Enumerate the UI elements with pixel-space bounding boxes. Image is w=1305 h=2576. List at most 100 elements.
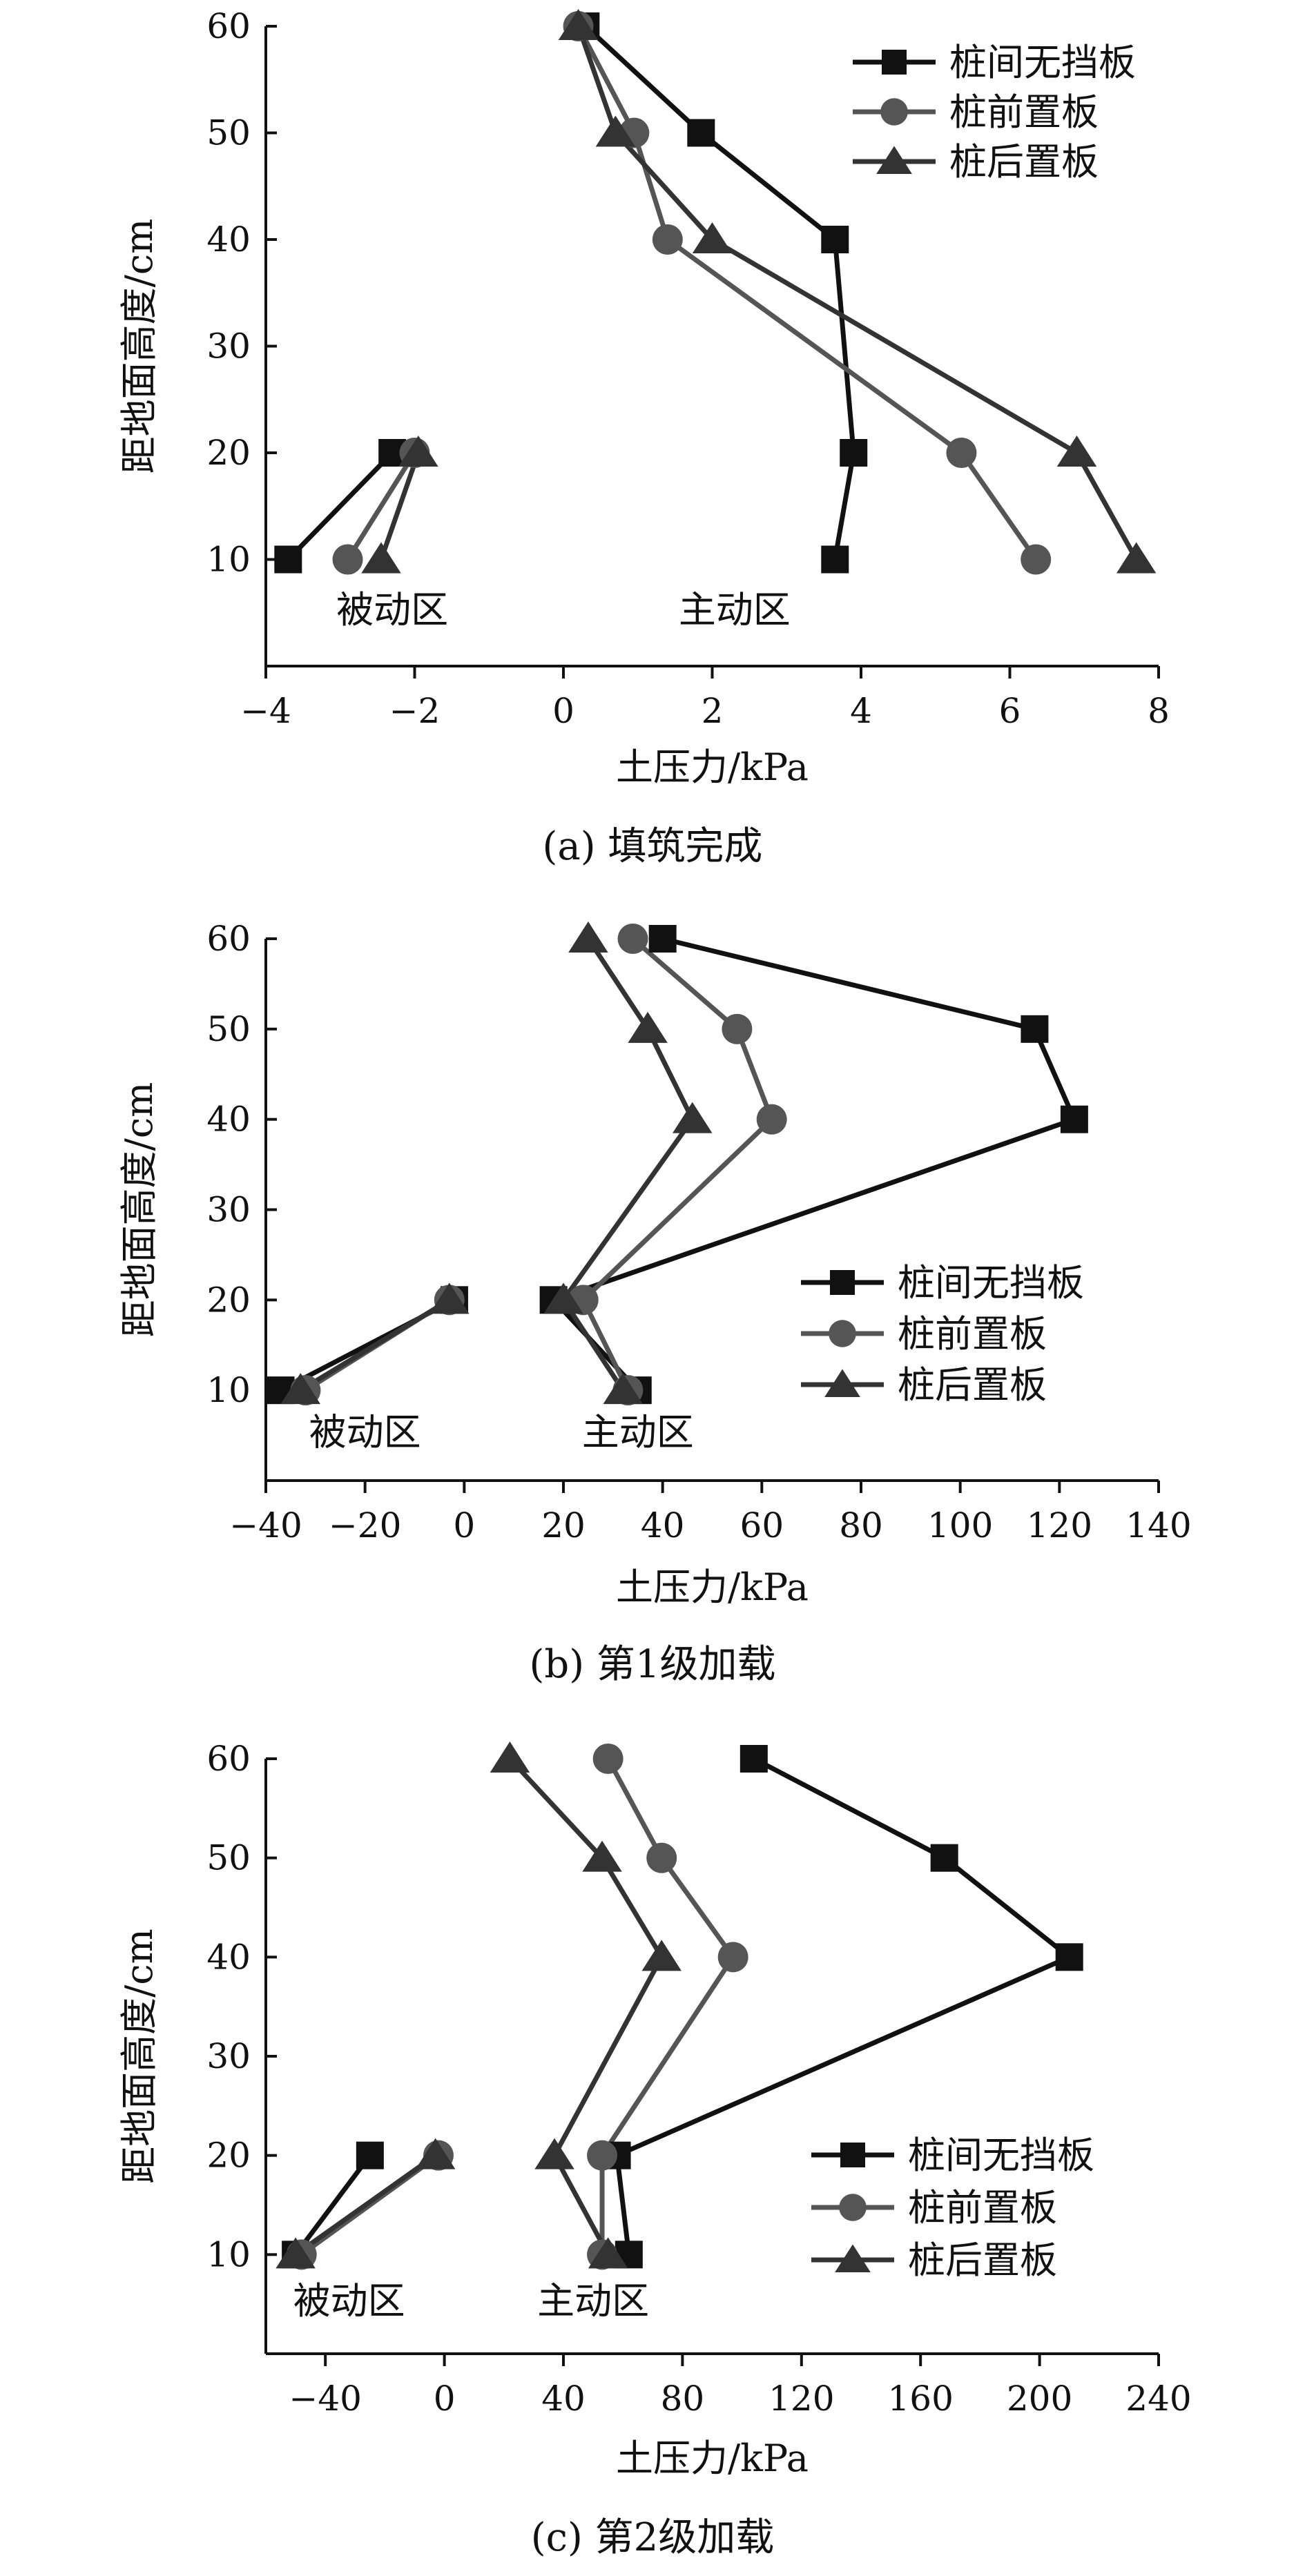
chart-caption: (a) 填筑完成 <box>543 824 763 869</box>
data-point <box>361 542 401 574</box>
x-tick-label: −40 <box>229 1505 302 1545</box>
data-point <box>1021 544 1052 575</box>
legend-marker <box>876 146 912 174</box>
x-tick-label: 40 <box>641 1505 685 1545</box>
series-line-passive <box>299 1298 451 1393</box>
y-tick-label: 60 <box>206 919 251 959</box>
legend-marker <box>840 2143 865 2167</box>
zone-annotation: 主动区 <box>582 1411 694 1454</box>
series-markers-1 <box>332 11 1052 575</box>
data-point <box>280 1373 321 1405</box>
legend-label: 桩前置板 <box>898 1312 1047 1356</box>
x-axis-label: 土压力/kPa <box>616 745 809 789</box>
data-point <box>840 439 868 467</box>
chart-0: 10 20 30 40 50 60 −4 −2 0 2 4 6 8 距地面高度/cm 土压力/kPa (a) … <box>117 6 1170 869</box>
chart-2: 10 20 30 40 50 60 −40 0 40 80 120 160 200 240 距地面高度/cm… <box>117 1739 1192 2560</box>
x-axis-label: 土压力/kPa <box>616 2437 809 2480</box>
series-markers-0 <box>267 925 1088 1405</box>
x-tick-label: 200 <box>1007 2379 1072 2419</box>
data-point <box>692 222 733 253</box>
legend-label: 桩间无挡板 <box>898 1261 1084 1305</box>
chart-caption: (b) 第1级加载 <box>530 1642 776 1687</box>
series-line-passive <box>345 451 417 561</box>
data-point <box>587 2140 618 2171</box>
legend-label: 桩间无挡板 <box>949 41 1136 84</box>
data-point <box>946 438 977 468</box>
legend-label: 桩后置板 <box>908 2238 1057 2282</box>
x-tick-label: 0 <box>434 2379 456 2419</box>
legend-marker <box>839 2194 867 2221</box>
series-line-active <box>581 937 775 1392</box>
data-point <box>930 1844 958 1872</box>
y-tick-label: 30 <box>206 326 251 367</box>
x-tick-label: 160 <box>887 2379 953 2419</box>
x-tick-label: −20 <box>329 1505 402 1545</box>
zone-annotation: 被动区 <box>293 2279 405 2323</box>
legend-marker <box>829 1320 856 1347</box>
y-tick-label: 10 <box>206 2234 251 2274</box>
data-point <box>722 1013 753 1044</box>
data-point <box>603 1373 643 1405</box>
series-markers-2 <box>361 9 1157 574</box>
y-tick-label: 40 <box>206 219 251 260</box>
series-1 <box>345 25 1038 561</box>
data-point <box>534 2138 574 2169</box>
y-tick-label: 10 <box>206 1370 251 1410</box>
series-line-active <box>583 24 856 560</box>
x-tick-label: 120 <box>1027 1505 1092 1545</box>
series-0 <box>286 24 856 561</box>
data-point <box>429 1282 470 1314</box>
data-point <box>641 1940 682 1971</box>
y-tick-label: 30 <box>206 2036 251 2076</box>
data-point <box>1116 542 1157 574</box>
x-tick-label: 240 <box>1125 2379 1191 2419</box>
legend-label: 桩间无挡板 <box>908 2134 1094 2177</box>
x-tick-label: −2 <box>389 691 441 731</box>
zone-annotation: 被动区 <box>336 588 448 632</box>
y-tick-label: 20 <box>206 433 251 473</box>
data-point <box>582 1840 622 1872</box>
x-tick-label: −40 <box>289 2379 362 2419</box>
legend-marker <box>824 1369 860 1397</box>
series-line-active <box>615 1756 1072 2255</box>
data-point <box>415 2138 456 2169</box>
x-tick-label: 100 <box>927 1505 993 1545</box>
data-point <box>274 545 302 574</box>
x-tick-label: 80 <box>839 1505 883 1545</box>
zone-annotation: 主动区 <box>679 588 791 632</box>
zone-annotation: 被动区 <box>309 1411 421 1454</box>
x-tick-label: 2 <box>702 691 724 731</box>
data-point <box>588 2237 628 2269</box>
x-tick-label: −4 <box>240 691 291 731</box>
data-point <box>821 226 849 253</box>
y-axis-label: 距地面高度/cm <box>117 1082 161 1338</box>
legend-marker <box>835 2244 871 2272</box>
series-line-passive <box>294 2153 437 2257</box>
x-tick-label: 0 <box>453 1505 475 1545</box>
series-line-active <box>561 937 695 1392</box>
data-point <box>821 545 849 574</box>
y-axis-label: 距地面高度/cm <box>117 219 161 474</box>
legend-label: 桩前置板 <box>949 90 1099 134</box>
series-line-active <box>508 1757 664 2256</box>
series-1 <box>304 937 775 1393</box>
series-markers-1 <box>290 924 787 1406</box>
x-tick-label: 40 <box>541 2379 586 2419</box>
data-point <box>543 1282 583 1314</box>
series-line-passive <box>378 451 421 560</box>
chart-1: 10 20 30 40 50 60 −40 −20 0 20 40 60 80 100 120 140 距地面高… <box>117 919 1192 1687</box>
data-point <box>687 119 715 147</box>
series-1 <box>300 1757 736 2257</box>
legend-marker <box>882 50 907 75</box>
series-line-passive <box>286 451 394 561</box>
legend-label: 桩后置板 <box>898 1363 1047 1407</box>
y-tick-label: 40 <box>206 1937 251 1977</box>
series-markers-2 <box>276 1741 682 2269</box>
data-point <box>398 436 438 467</box>
chart-caption: (c) 第2级加载 <box>531 2515 775 2560</box>
y-tick-label: 50 <box>206 1009 251 1049</box>
legend-label: 桩前置板 <box>908 2186 1057 2229</box>
